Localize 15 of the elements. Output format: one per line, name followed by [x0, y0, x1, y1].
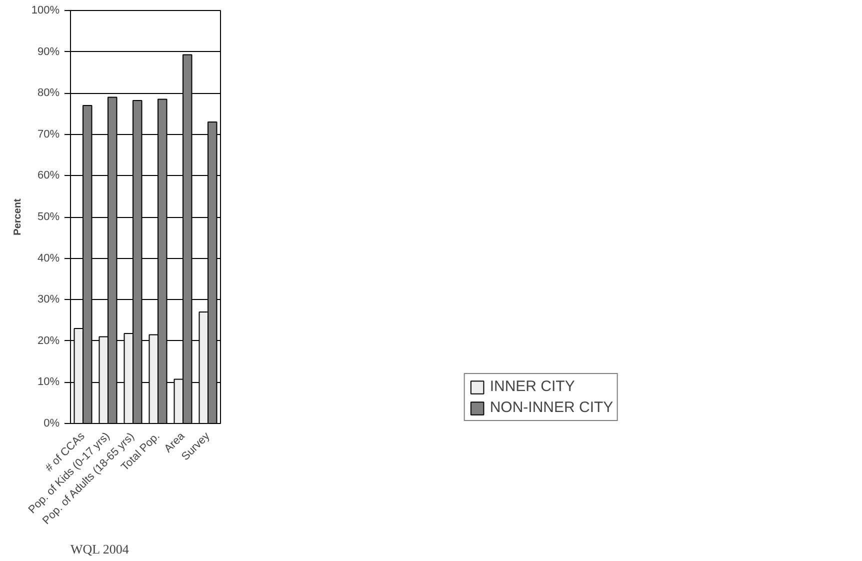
y-tick-label: 80%	[37, 87, 60, 100]
y-tick-label: 30%	[37, 294, 60, 306]
text: WQL 2004	[70, 542, 130, 556]
legend-label: INNER CITY	[490, 378, 575, 395]
y-tick-label: 10%	[37, 376, 60, 388]
legend-label: NON-INNER CITY	[490, 399, 614, 416]
y-tick-label: 40%	[37, 252, 60, 264]
y-tick-label: 20%	[37, 334, 60, 347]
y-tick-label: 70%	[37, 128, 60, 140]
y-tick-label: 90%	[37, 46, 60, 58]
y-tick-label: 0%	[44, 418, 60, 430]
y-tick-label: 60%	[37, 170, 60, 182]
y-tick-label: 100%	[31, 4, 60, 16]
y-axis-title: Percent	[12, 198, 24, 236]
y-tick-label: 50%	[37, 211, 60, 223]
